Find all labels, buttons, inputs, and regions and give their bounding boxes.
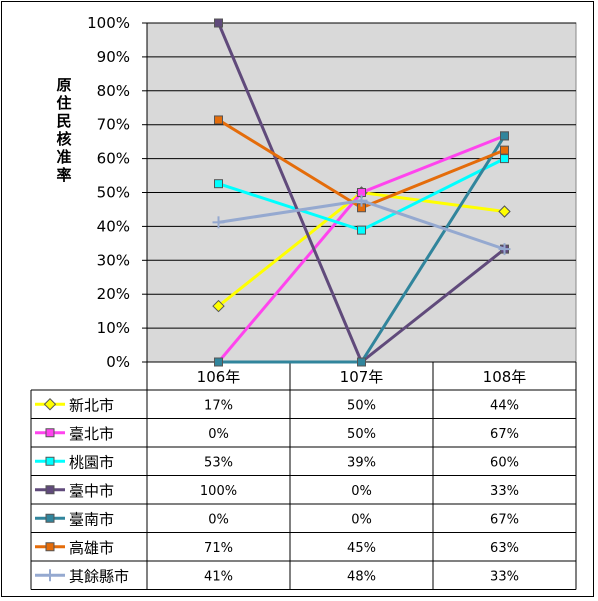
legend-key-marker — [45, 542, 55, 552]
category-label: 107年 — [340, 368, 384, 386]
legend-key-marker — [45, 513, 55, 523]
data-point — [212, 299, 225, 313]
table-value: 17% — [204, 398, 233, 413]
table-value: 41% — [204, 569, 233, 584]
legend-series-name: 桃園市 — [69, 453, 114, 471]
category-label: 106年 — [197, 368, 241, 386]
data-point — [357, 225, 366, 235]
table-value: 71% — [204, 541, 233, 556]
table-value: 100% — [200, 484, 237, 499]
table-value: 60% — [490, 455, 519, 470]
table-value: 63% — [490, 541, 519, 556]
y-tick-label: 100% — [87, 14, 130, 32]
legend-series-name: 臺中市 — [69, 482, 114, 500]
table-value: 67% — [490, 427, 519, 442]
category-label: 108年 — [483, 368, 527, 386]
y-tick-label: 0% — [106, 353, 130, 371]
table-value: 53% — [204, 455, 233, 470]
table-value: 45% — [347, 541, 376, 556]
table-value: 50% — [347, 427, 376, 442]
data-point — [214, 179, 223, 189]
table-value: 0% — [351, 484, 372, 499]
legend-series-name: 臺南市 — [69, 510, 114, 528]
legend-series-name: 高雄市 — [69, 539, 114, 557]
table-value: 0% — [351, 512, 372, 527]
legend-series-name: 其餘縣市 — [69, 567, 129, 585]
y-axis-label: 原住民核准率 — [56, 76, 72, 184]
y-tick-label: 80% — [97, 82, 130, 100]
legend-series-name: 臺北市 — [69, 425, 114, 443]
data-point — [500, 145, 509, 155]
table-value: 33% — [490, 569, 519, 584]
legend-series-name: 新北市 — [69, 396, 114, 414]
table-value: 48% — [347, 569, 376, 584]
legend-key-marker — [45, 485, 55, 495]
legend-key-marker — [43, 398, 57, 411]
data-point — [357, 357, 366, 367]
legend-key-marker — [45, 428, 55, 438]
y-tick-label: 70% — [97, 116, 130, 134]
legend-key-marker — [45, 456, 55, 466]
y-tick-label: 50% — [97, 184, 130, 202]
table-value: 67% — [490, 512, 519, 527]
y-tick-label: 20% — [97, 285, 130, 303]
data-point — [214, 115, 223, 125]
data-point — [500, 154, 509, 164]
table-value: 39% — [347, 455, 376, 470]
table-value: 33% — [490, 484, 519, 499]
y-tick-label: 10% — [97, 319, 130, 337]
table-value: 44% — [490, 398, 519, 413]
y-tick-label: 40% — [97, 217, 130, 235]
data-point — [498, 205, 511, 218]
y-tick-label: 60% — [97, 150, 130, 168]
table-value: 50% — [347, 398, 376, 413]
data-point — [214, 357, 223, 367]
table-value: 0% — [208, 427, 229, 442]
data-point — [214, 18, 223, 28]
y-tick-label: 90% — [97, 48, 130, 66]
y-tick-label: 30% — [97, 251, 130, 269]
data-point — [500, 131, 509, 141]
table-value: 0% — [208, 512, 229, 527]
